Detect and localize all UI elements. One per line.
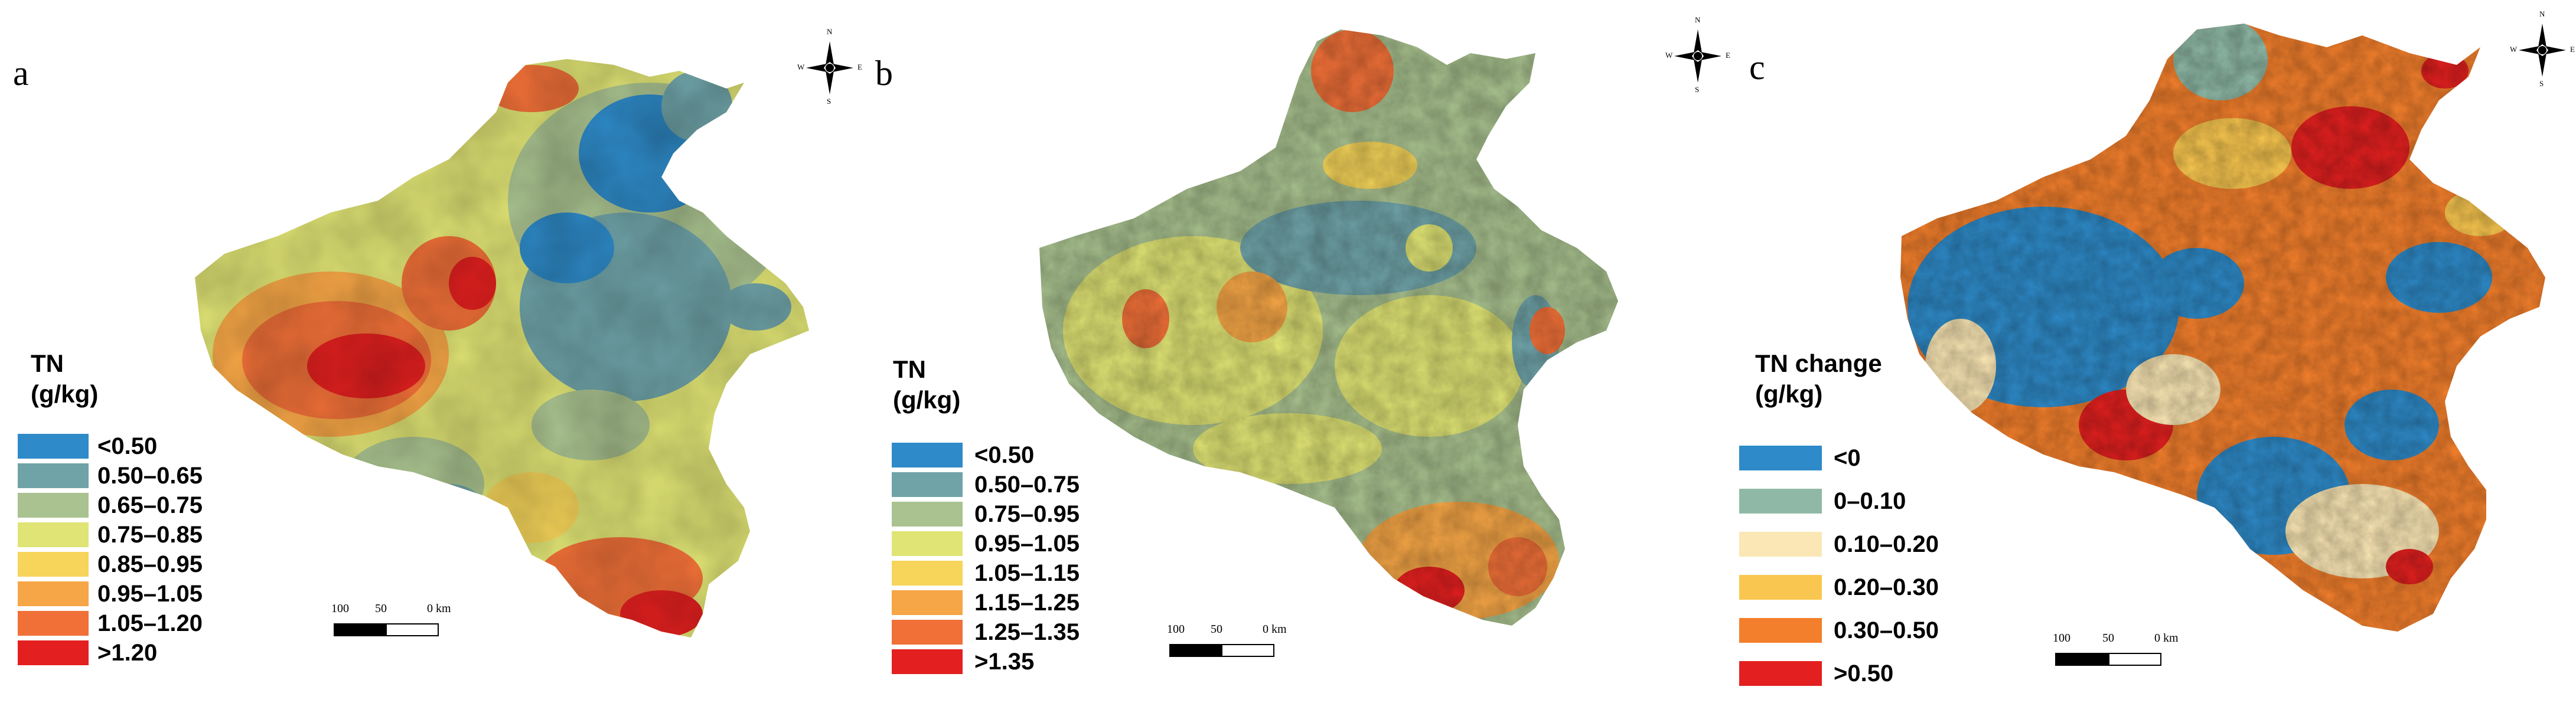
legend-label: 0.95–1.05 [97, 581, 203, 607]
legend-swatch [1739, 575, 1822, 600]
panel-c: c N S W E TN change (g/kg) <0 0–0.10 0.10–… [1713, 0, 2576, 703]
panel-letter: a [13, 54, 29, 93]
legend-swatch [892, 561, 963, 586]
scale-tick-100: 100 [2053, 632, 2070, 645]
legend-swatch [892, 620, 963, 645]
legend-label: >0.50 [1834, 661, 1894, 686]
scale-tick-50: 50 [2102, 632, 2114, 645]
compass-e: E [857, 63, 862, 71]
panel-letter: b [875, 54, 893, 93]
scale-tick-100: 100 [1167, 623, 1185, 636]
legend-swatch [1739, 618, 1822, 643]
panel-letter: c [1749, 48, 1765, 87]
legend-swatch [892, 649, 963, 674]
legend-swatch [18, 463, 89, 488]
scale-bar: 100 50 0 km [1167, 623, 1287, 658]
legend-label: <0.50 [974, 442, 1035, 468]
map-b [1039, 30, 1618, 626]
scale-segment-black [1169, 644, 1221, 657]
scale-tick-0: 0 km [427, 602, 451, 615]
compass-w: W [797, 63, 805, 71]
legend-swatch [18, 552, 89, 577]
map-c [1900, 24, 2545, 632]
legend-swatch [1739, 661, 1822, 686]
legend-label: 0.75–0.85 [97, 522, 203, 548]
legend-swatch [18, 434, 89, 459]
legend-swatch [18, 611, 89, 636]
scale-segment-white [1221, 644, 1274, 657]
legend-swatch [18, 493, 89, 518]
scale-tick-0: 0 km [1263, 623, 1287, 636]
compass-e: E [1726, 51, 1730, 60]
north-arrow-icon: N S W E [1665, 15, 1730, 94]
compass-n: N [1695, 15, 1701, 24]
scale-segment-white [2108, 653, 2161, 666]
compass-e: E [2570, 45, 2575, 54]
compass-s: S [1695, 85, 1700, 94]
map-a [195, 59, 809, 637]
legend-title: TN change (g/kg) [1755, 349, 1882, 408]
scale-tick-50: 50 [375, 602, 387, 615]
legend-swatch [892, 531, 963, 556]
legend-label: 1.25–1.35 [974, 619, 1080, 645]
scale-tick-0: 0 km [2154, 632, 2179, 645]
scale-bar: 100 50 0 km [2053, 632, 2179, 667]
compass-s: S [827, 97, 832, 106]
compass-s: S [2539, 79, 2544, 88]
legend-swatch [892, 472, 963, 497]
legend-label: <0 [1834, 445, 1861, 471]
legend-title: TN (g/kg) [31, 349, 99, 408]
compass-n: N [827, 27, 833, 36]
legend-label: <0.50 [97, 433, 158, 459]
legend-label: 0.10–0.20 [1834, 531, 1939, 557]
compass-w: W [2510, 45, 2518, 54]
legend-label: 1.15–1.25 [974, 590, 1080, 616]
scale-bar: 100 50 0 km [331, 602, 451, 637]
legend-swatch [1739, 489, 1822, 514]
legend-label: 0.85–0.95 [97, 551, 203, 577]
scale-tick-100: 100 [331, 602, 349, 615]
legend-label: >1.35 [974, 649, 1035, 675]
legend-swatch [1739, 532, 1822, 557]
north-arrow-icon: N S W E [2510, 9, 2575, 88]
legend-label: 0.50–0.75 [974, 472, 1080, 498]
legend-title: TN (g/kg) [893, 355, 961, 414]
legend-swatch [892, 502, 963, 527]
legend-swatch [18, 522, 89, 547]
legend-label: 1.05–1.20 [97, 610, 203, 636]
panel-b: b N S W E TN (g/kg) <0.50 0.50–0.75 0.75–0… [839, 0, 1730, 703]
legend-swatch [892, 443, 963, 467]
scale-segment-black [2055, 653, 2108, 666]
legend-swatch [18, 640, 89, 665]
legend-label: 0.75–0.95 [974, 501, 1080, 527]
legend-swatch [892, 590, 963, 615]
scale-segment-white [386, 623, 439, 636]
legend-label: 0–0.10 [1834, 488, 1906, 514]
north-arrow-icon: N S W E [797, 27, 862, 106]
scale-segment-black [334, 623, 386, 636]
scale-tick-50: 50 [1211, 623, 1222, 636]
compass-n: N [2539, 9, 2545, 18]
compass-w: W [1665, 51, 1673, 60]
legend-label: 0.95–1.05 [974, 531, 1080, 557]
legend-label: 0.50–0.65 [97, 463, 203, 489]
legend-swatch [18, 581, 89, 606]
legend-label: 0.30–0.50 [1834, 617, 1939, 643]
legend-label: 0.65–0.75 [97, 492, 203, 518]
legend-label: 0.20–0.30 [1834, 574, 1939, 600]
legend-swatch [1739, 446, 1822, 470]
legend-label: >1.20 [97, 640, 158, 666]
legend-label: 1.05–1.15 [974, 560, 1080, 586]
panel-a: a N S W E TN (g/kg) <0.50 0.50–0.65 0.65–0… [0, 0, 862, 703]
